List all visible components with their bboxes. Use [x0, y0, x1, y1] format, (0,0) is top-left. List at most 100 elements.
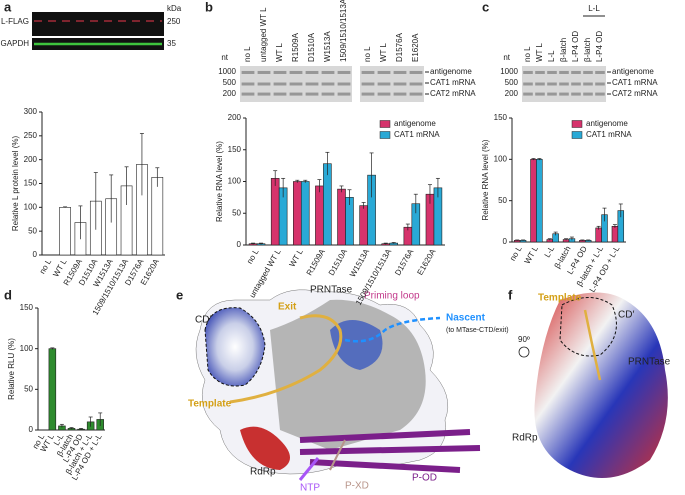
x-tick-label: WT L [288, 247, 306, 268]
x-tick-label: WT L [523, 244, 541, 265]
legend-label: CAT1 mRNA [586, 130, 632, 139]
gel-band [535, 92, 545, 96]
section-plane [270, 299, 426, 450]
structure-label: PRNTase [628, 357, 671, 368]
gel-band [377, 82, 391, 86]
gel-band [535, 70, 545, 74]
x-tick-label: L-L [543, 244, 557, 259]
structure-label: RdRp [250, 467, 276, 478]
y-tick-label: 50 [232, 208, 241, 217]
lane-label: WT L [535, 42, 544, 62]
band-label: CAT1 mRNA [430, 78, 476, 87]
gel-band [547, 92, 557, 96]
gel-band [273, 70, 287, 74]
gel-band [393, 82, 407, 86]
gel-band [273, 92, 287, 96]
y-tick-label: 0 [237, 240, 242, 249]
legend-swatch [571, 131, 583, 139]
band-label: CAT2 mRNA [430, 89, 476, 98]
lane-label: no L [523, 46, 532, 62]
gel-band [523, 82, 533, 86]
blot-label: L-FLAG [1, 17, 29, 26]
gel-band [571, 70, 581, 74]
gel-band [305, 92, 319, 96]
gel-band [337, 82, 351, 86]
y-axis-label: Relative RNA level (%) [215, 141, 224, 222]
y-tick-label: 0 [33, 250, 38, 259]
gel-band [257, 92, 271, 96]
x-tick-label: W1513A [348, 247, 371, 279]
y-tick-label: 200 [228, 113, 242, 122]
surface [534, 292, 668, 478]
bar [359, 205, 368, 246]
structure-label: 90º [518, 335, 530, 344]
gel-marker: 1000 [218, 67, 236, 76]
lane-label: L-L [547, 50, 556, 62]
y-tick-label: 150 [20, 303, 34, 312]
gel-band [559, 70, 569, 74]
bar [530, 159, 537, 243]
lane-label: WT L [275, 42, 284, 62]
gel-band [273, 82, 287, 86]
bar [300, 181, 310, 246]
gel-band [337, 70, 351, 74]
y-tick-label: 50 [498, 196, 507, 205]
gel-band [559, 92, 569, 96]
y-tick-label: 200 [24, 155, 38, 164]
bar [59, 207, 71, 256]
gel-band [595, 92, 605, 96]
rotation-icon [518, 346, 530, 358]
western-blot: L-FLAG GAPDH kDa 250 35 [1, 4, 182, 50]
gel-band [595, 70, 605, 74]
gel-band [571, 82, 581, 86]
panel-letter: b [205, 0, 213, 14]
panel-letter: f [508, 287, 513, 302]
gel-band [409, 70, 423, 74]
y-tick-label: 150 [494, 113, 508, 122]
legend-swatch [379, 120, 391, 128]
gel-marker: 200 [223, 89, 237, 98]
gel-band [559, 82, 569, 86]
blot-marker: 35 [167, 39, 176, 48]
gel-marker: 500 [223, 78, 237, 87]
blot-label: GAPDH [1, 39, 30, 48]
bar [293, 181, 302, 246]
ntp-arrow [298, 457, 320, 481]
nascent-strand [344, 316, 441, 343]
panel-letters: a b c d e f [4, 0, 513, 302]
gel-band [289, 70, 303, 74]
y-tick-label: 250 [24, 131, 38, 140]
lane-label: R1509A [291, 32, 300, 62]
surface-patch [330, 320, 383, 370]
structure-e: CD′ PRNTase Priming loop Exit Nascent (t… [188, 285, 509, 494]
structure-label: P-OD [412, 473, 437, 484]
legend-label: CAT1 mRNA [394, 130, 440, 139]
gel-band [257, 70, 271, 74]
lane-label: no L [243, 46, 252, 62]
band-label: antigenome [430, 67, 472, 76]
gel-band [571, 92, 581, 96]
p-xd-link [329, 439, 346, 471]
cd-outline [204, 307, 266, 387]
gel-marker: 500 [505, 78, 519, 87]
lane-label: E1620A [411, 33, 420, 62]
lane-label: untagged WT L [259, 7, 268, 62]
x-tick-label: no L [508, 244, 524, 262]
structure-label: (to MTase-CTD/exit) [446, 327, 509, 334]
legend-swatch [571, 120, 583, 128]
lane-label: L-P4 OD [595, 31, 604, 62]
gel-band [289, 82, 303, 86]
structure-f: Template CD′ 90º PRNTase RdRp [512, 292, 671, 478]
y-tick-label: 150 [24, 179, 38, 188]
bar [595, 227, 602, 243]
gel-band [393, 92, 407, 96]
gel-band [393, 70, 407, 74]
gel-unit: nt [503, 53, 510, 62]
gel-band [547, 82, 557, 86]
gel-band [377, 70, 391, 74]
structure-label: NTP [300, 483, 320, 494]
bar [323, 163, 332, 246]
bar [315, 185, 324, 246]
structure-label: CD′ [195, 315, 211, 326]
